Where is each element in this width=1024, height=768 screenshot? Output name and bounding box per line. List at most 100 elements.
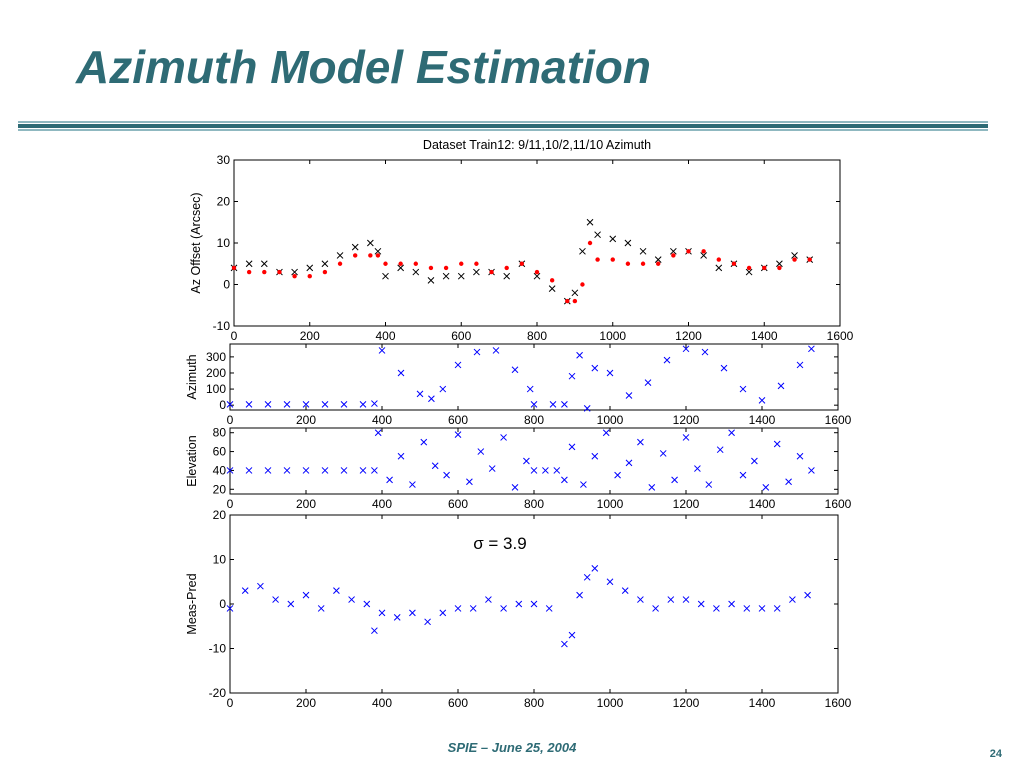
data-point (669, 247, 677, 255)
data-point (260, 260, 268, 268)
data-point (292, 274, 297, 279)
y-tick-label: 10 (217, 236, 231, 250)
chart-panel-az-offset: 0 200 400 600 800 1000 1200 1400 1600-100102030D… (189, 138, 854, 343)
data-point (625, 261, 631, 266)
data-point (503, 272, 511, 280)
x-tick-label: 400 (375, 329, 395, 343)
x-tick-label: 0 (227, 497, 234, 511)
data-point (226, 467, 234, 474)
x-tick-label: 1400 (749, 497, 776, 511)
data-point (682, 434, 690, 441)
slide-footer: SPIE – June 25, 2004 (447, 740, 577, 755)
x-tick-label: 1400 (749, 696, 776, 710)
x-tick-label: 200 (300, 329, 320, 343)
data-point (443, 471, 450, 479)
x-tick-label: 0 (231, 329, 238, 343)
data-point (614, 471, 621, 479)
data-point (321, 401, 329, 408)
data-point (302, 401, 310, 408)
data-point (773, 440, 781, 448)
y-tick-label: 0 (223, 278, 230, 292)
data-point (359, 401, 367, 408)
data-point (302, 591, 310, 599)
data-point (277, 269, 282, 275)
data-point (473, 268, 480, 276)
y-tick-label: 20 (213, 482, 227, 496)
data-point (548, 285, 556, 293)
data-point (340, 467, 348, 474)
x-tick-label: 0 (227, 696, 234, 710)
data-point (511, 484, 519, 491)
y-axis-label: Az Offset (Arcsec) (189, 192, 203, 293)
data-point (804, 591, 811, 599)
data-point (606, 369, 614, 377)
data-point (378, 347, 386, 354)
data-point (553, 467, 561, 474)
data-point (713, 605, 720, 612)
data-point (728, 429, 735, 437)
data-point (383, 261, 388, 266)
chart-panel-meas-pred: 0 200 400 600 800 1000 1200 1400 1600 -20 -10 0 10 20… (185, 508, 852, 710)
data-point (366, 239, 374, 247)
data-point (568, 443, 576, 451)
data-point (442, 272, 450, 280)
data-point (530, 600, 538, 608)
data-point (226, 401, 234, 408)
x-tick-label: 1200 (675, 329, 702, 343)
data-point (374, 247, 382, 255)
data-point (359, 467, 367, 474)
data-point (682, 596, 690, 603)
data-point (231, 265, 237, 271)
data-point (283, 467, 291, 474)
y-tick-label: 10 (213, 553, 227, 567)
data-point (583, 405, 591, 412)
data-point (594, 231, 601, 239)
series-1 (231, 240, 812, 304)
data-point (659, 450, 667, 457)
series-0 (226, 565, 811, 648)
data-point (526, 385, 534, 393)
data-point (321, 260, 329, 268)
data-point (439, 385, 447, 393)
data-point (637, 438, 644, 446)
data-point (428, 395, 435, 403)
data-point (602, 429, 610, 437)
data-point (287, 600, 295, 608)
data-point (241, 587, 249, 595)
data-point (397, 369, 405, 377)
y-tick-label: 30 (217, 153, 231, 167)
data-point (701, 348, 709, 356)
x-tick-label: 400 (372, 696, 392, 710)
x-tick-label: 600 (448, 413, 468, 427)
series-0 (230, 218, 814, 305)
x-tick-label: 400 (372, 413, 392, 427)
data-point (477, 448, 485, 455)
data-point (378, 609, 386, 617)
data-point (625, 459, 633, 467)
data-point (469, 605, 477, 612)
data-point (545, 605, 553, 612)
data-point (591, 364, 599, 372)
x-tick-label: 1200 (673, 696, 700, 710)
y-tick-label: 40 (213, 463, 227, 477)
data-point (431, 462, 439, 470)
data-point (353, 253, 358, 258)
data-point (694, 465, 701, 472)
data-point (777, 265, 782, 271)
data-point (580, 481, 587, 488)
data-point (489, 269, 494, 275)
chart-panel-azimuth: 0 200 400 600 800 1000 1200 1400 1600 0 100 200 300 A… (185, 343, 852, 427)
x-tick-label: 1000 (597, 497, 624, 511)
data-point (363, 600, 371, 608)
data-point (317, 605, 325, 612)
data-point (459, 261, 464, 266)
y-axis-label: Elevation (185, 435, 199, 486)
data-point (640, 261, 646, 266)
data-point (773, 605, 781, 612)
data-point (523, 457, 530, 465)
data-point (591, 452, 599, 460)
x-tick-label: 200 (296, 696, 316, 710)
x-tick-label: 1400 (751, 329, 778, 343)
data-point (519, 261, 525, 266)
